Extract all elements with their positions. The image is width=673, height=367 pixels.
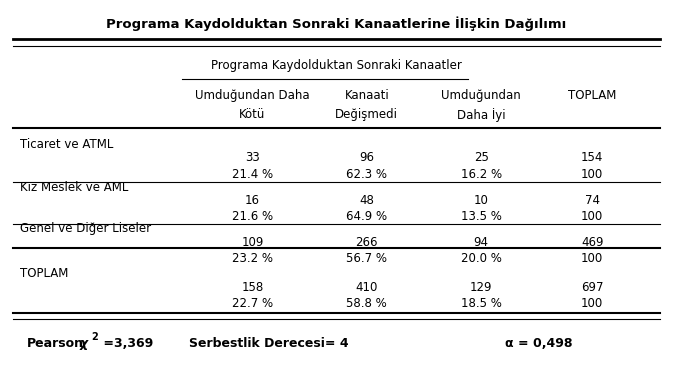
Text: Kız Meslek ve AML: Kız Meslek ve AML [20, 181, 129, 193]
Text: 22.7 %: 22.7 % [232, 297, 273, 310]
Text: 266: 266 [355, 236, 378, 248]
Text: Programa Kaydolduktan Sonraki Kanaatler: Programa Kaydolduktan Sonraki Kanaatler [211, 59, 462, 72]
Text: 58.8 %: 58.8 % [347, 297, 387, 310]
Text: =3,369: =3,369 [99, 337, 153, 350]
Text: Daha İyi: Daha İyi [457, 108, 505, 122]
Text: 109: 109 [241, 236, 264, 248]
Text: Umduğundan Daha: Umduğundan Daha [195, 89, 310, 102]
Text: 21.6 %: 21.6 % [232, 210, 273, 223]
Text: 96: 96 [359, 151, 374, 164]
Text: 16: 16 [245, 194, 260, 207]
Text: 100: 100 [581, 297, 604, 310]
Text: 158: 158 [241, 281, 264, 294]
Text: 2: 2 [92, 332, 98, 342]
Text: 469: 469 [581, 236, 604, 248]
Text: 23.2 %: 23.2 % [232, 252, 273, 265]
Text: Umduğundan: Umduğundan [441, 89, 521, 102]
Text: 18.5 %: 18.5 % [461, 297, 501, 310]
Text: 62.3 %: 62.3 % [347, 168, 387, 181]
Text: 21.4 %: 21.4 % [232, 168, 273, 181]
Text: 100: 100 [581, 210, 604, 223]
Text: 697: 697 [581, 281, 604, 294]
Text: Kötü: Kötü [239, 108, 266, 121]
Text: Serbestlik Derecesi= 4: Serbestlik Derecesi= 4 [189, 337, 349, 350]
Text: Pearson: Pearson [27, 337, 84, 350]
Text: 64.9 %: 64.9 % [346, 210, 388, 223]
Text: 74: 74 [585, 194, 600, 207]
Text: 129: 129 [470, 281, 493, 294]
Text: 33: 33 [245, 151, 260, 164]
Text: Genel ve Diğer Liseler: Genel ve Diğer Liseler [20, 222, 151, 235]
Text: 16.2 %: 16.2 % [460, 168, 502, 181]
Text: α = 0,498: α = 0,498 [505, 337, 572, 350]
Text: 25: 25 [474, 151, 489, 164]
Text: Kanaati: Kanaati [345, 89, 389, 102]
Text: 13.5 %: 13.5 % [461, 210, 501, 223]
Text: 94: 94 [474, 236, 489, 248]
Text: 48: 48 [359, 194, 374, 207]
Text: TOPLAM: TOPLAM [568, 89, 616, 102]
Text: 410: 410 [355, 281, 378, 294]
Text: χ: χ [79, 337, 87, 350]
Text: Ticaret ve ATML: Ticaret ve ATML [20, 138, 114, 150]
Text: Programa Kaydolduktan Sonraki Kanaatlerine İlişkin Dağılımı: Programa Kaydolduktan Sonraki Kanaatleri… [106, 17, 567, 31]
Text: 56.7 %: 56.7 % [347, 252, 387, 265]
Text: TOPLAM: TOPLAM [20, 267, 69, 280]
Text: 154: 154 [581, 151, 604, 164]
Text: 10: 10 [474, 194, 489, 207]
Text: 100: 100 [581, 252, 604, 265]
Text: 20.0 %: 20.0 % [461, 252, 501, 265]
Text: Değişmedi: Değişmedi [335, 108, 398, 121]
Text: 100: 100 [581, 168, 604, 181]
